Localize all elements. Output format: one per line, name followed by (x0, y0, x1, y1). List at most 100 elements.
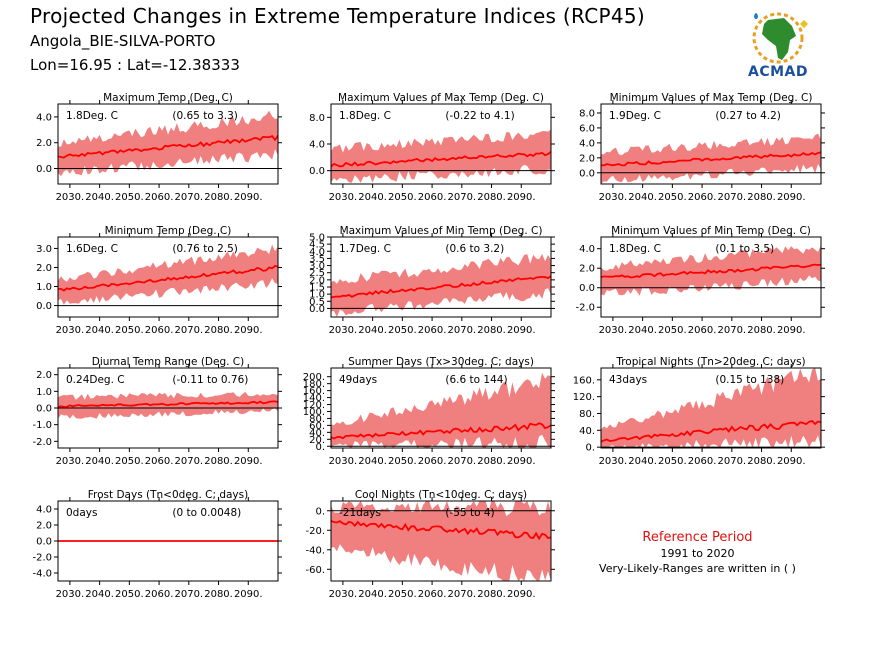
x-tick-label: 2050. (658, 325, 687, 336)
x-tick-label: 2060. (418, 192, 447, 203)
x-tick-label: 2080. (747, 456, 776, 467)
range-band (601, 368, 821, 448)
y-tick-label: 2.0 (579, 153, 595, 164)
mean-line (330, 519, 552, 541)
y-tick-label: 0.0 (36, 404, 52, 415)
y-tick-label: 8.0 (309, 113, 325, 124)
y-tick-label: 0.5 (309, 297, 325, 308)
range-label: (0.27 to 4.2) (715, 110, 781, 122)
y-tick-label: 2.0 (36, 521, 52, 532)
x-tick-label: 2060. (145, 192, 174, 203)
y-tick-label: -40. (305, 545, 325, 556)
mean-label: 1.6Deg. C (66, 243, 118, 255)
x-tick-label: 2070. (447, 456, 476, 467)
x-tick-label: 2060. (145, 456, 174, 467)
africa-map-icon (752, 12, 808, 64)
x-tick-label: 2080. (477, 456, 506, 467)
mean-label: 0.24Deg. C (66, 374, 125, 386)
range-label: (-0.22 to 4.1) (445, 110, 514, 122)
x-tick-label: 2040. (85, 325, 114, 336)
y-tick-label: 0.0 (579, 283, 595, 294)
y-tick-label: 0.0 (36, 164, 52, 175)
chart-panel-1: 0.0 4.0 8.0 2030. 2040. 2050. 2060. 2070. 2080. 2… (309, 92, 555, 203)
x-tick-label: 2030. (599, 456, 628, 467)
x-tick-label: 2070. (717, 192, 746, 203)
range-label: (0.1 to 3.5) (715, 243, 774, 255)
y-tick-label: 0.0 (309, 304, 325, 315)
range-label: (0.15 to 138) (715, 374, 784, 386)
range-band (601, 244, 821, 296)
chart-title: Maximum Values of Min Temp (Deg. C) (340, 225, 543, 237)
x-tick-label: 2070. (717, 325, 746, 336)
x-tick-label: 2050. (115, 456, 144, 467)
y-tick-label: 0. (315, 442, 325, 453)
range-label: (-0.11 to 0.76) (172, 374, 248, 386)
y-tick-label: 5.0 (309, 233, 325, 244)
y-tick-label: -20. (305, 526, 325, 537)
logo-text: ACMAD (748, 64, 808, 80)
mean-label: 49days (339, 374, 377, 386)
x-tick-label: 2060. (418, 325, 447, 336)
x-tick-label: 2050. (388, 325, 417, 336)
x-tick-label: 2070. (174, 192, 203, 203)
range-band (331, 372, 551, 448)
x-tick-label: 2090. (234, 325, 263, 336)
plot-frame (600, 103, 822, 185)
y-tick-label: 2.5 (309, 268, 325, 279)
x-tick-label: 2040. (628, 192, 657, 203)
mean-label: 1.8Deg. C (339, 110, 391, 122)
x-tick-label: 2050. (115, 192, 144, 203)
x-tick-label: 2090. (234, 456, 263, 467)
x-tick-label: 2030. (56, 325, 85, 336)
mean-line (600, 263, 822, 279)
x-tick-label: 2090. (507, 192, 536, 203)
x-tick-label: 2060. (145, 325, 174, 336)
x-tick-label: 2090. (777, 325, 806, 336)
range-label: (0.6 to 3.2) (445, 243, 504, 255)
x-tick-label: 2090. (507, 325, 536, 336)
x-tick-label: 2030. (599, 192, 628, 203)
mean-line (330, 422, 552, 440)
x-tick-label: 2090. (777, 192, 806, 203)
mean-label: 1.8Deg. C (609, 243, 661, 255)
y-tick-label: 0.0 (309, 166, 325, 177)
plot-frame (57, 236, 279, 318)
range-band (331, 501, 551, 581)
plot-frame (57, 103, 279, 185)
x-tick-label: 2070. (447, 589, 476, 600)
chart-title: Diurnal Temp Range (Deg. C) (92, 356, 244, 368)
mean-label: 1.8Deg. C (66, 110, 118, 122)
y-tick-label: 1.0 (309, 290, 325, 301)
x-tick-label: 2030. (56, 192, 85, 203)
x-tick-label: 2050. (388, 589, 417, 600)
range-band (58, 110, 278, 177)
chart-panel-10: -60.-40.-20.0.2030. 2040. 2050. 2060. 2070. 2… (305, 489, 555, 600)
range-label: (6.6 to 144) (445, 374, 507, 386)
chart-panel-8: 0. 40. 80. 120. 160. 2030. 2040. 2050. 2060. 2070… (573, 356, 825, 467)
y-tick-label: 2.0 (36, 370, 52, 381)
mean-label: 43days (609, 374, 647, 386)
chart-title: Frost Days (Tn<0deg. C; days) (88, 489, 248, 501)
range-band (58, 244, 278, 305)
y-tick-label: -4.0 (32, 569, 52, 580)
y-tick-label: -1.0 (32, 420, 52, 431)
y-tick-label: 4.0 (579, 138, 595, 149)
y-tick-label: 4.0 (36, 112, 52, 123)
mean-line (330, 150, 552, 168)
mean-label: -21days (339, 507, 381, 519)
reference-title: Reference Period (642, 530, 753, 545)
x-tick-label: 2040. (85, 192, 114, 203)
x-tick-label: 2060. (688, 192, 717, 203)
x-tick-label: 2030. (329, 325, 358, 336)
mean-label: 0days (66, 507, 97, 519)
x-tick-label: 2050. (115, 589, 144, 600)
x-tick-label: 2070. (174, 456, 203, 467)
chart-panel-2: 0.0 2.0 4.0 6.0 8.0 2030. 2040. 2050. 2060. 2070.… (579, 92, 825, 203)
x-tick-label: 2080. (477, 192, 506, 203)
x-tick-label: 2070. (174, 589, 203, 600)
x-tick-label: 2070. (447, 192, 476, 203)
x-tick-label: 2050. (388, 456, 417, 467)
x-tick-label: 2090. (777, 456, 806, 467)
y-tick-label: 4.0 (309, 247, 325, 258)
